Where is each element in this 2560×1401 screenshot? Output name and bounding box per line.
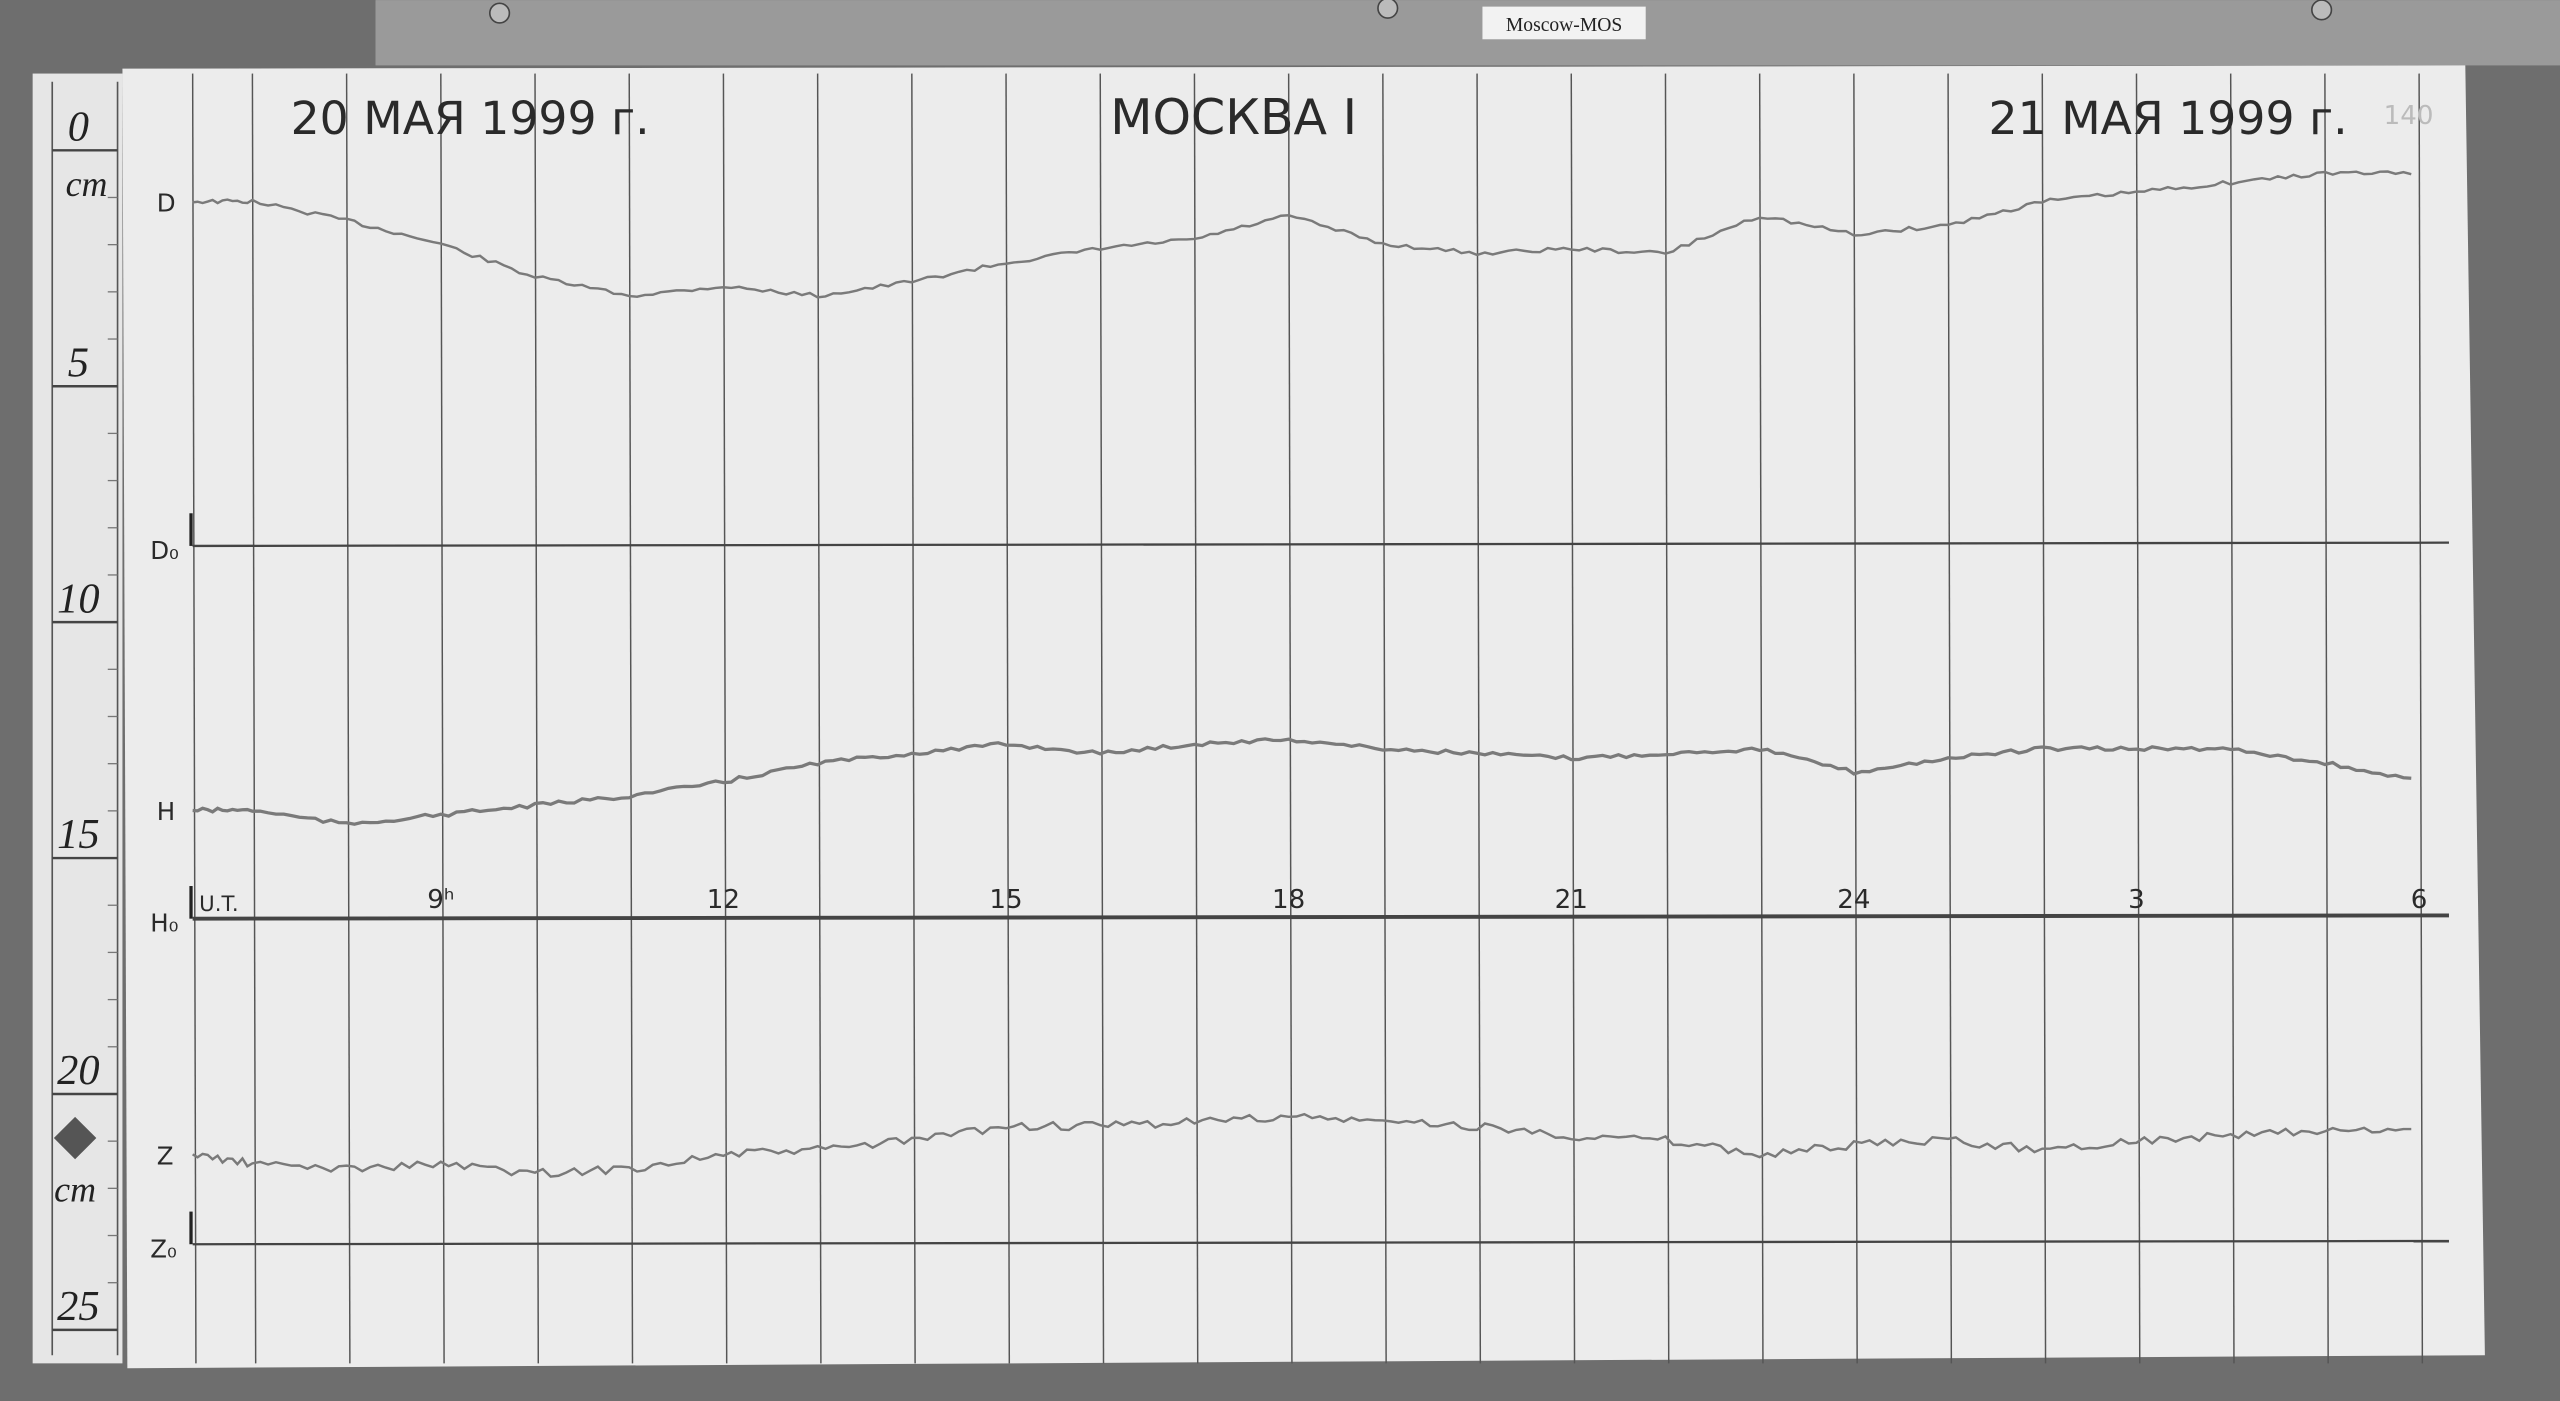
baseline-label: D₀ [150,536,179,565]
grid-line [2418,73,2424,1364]
grid-line [440,73,445,1364]
grid-line [2135,73,2141,1364]
grid-line [1947,73,1953,1364]
grid-line [345,73,351,1364]
grid-line [1099,73,1105,1364]
screw-icon [488,2,511,24]
grid-line [1570,73,1576,1364]
station-tag [1482,6,1646,40]
grid-line [1664,73,1670,1364]
x-tick-label: 6 [2411,885,2428,915]
screw-icon [2311,0,2333,21]
ruler-tick-label: 25 [57,1283,99,1330]
ruler-tick-label: 5 [68,339,89,386]
trace-H [192,737,2412,826]
trace-label: H [157,797,175,826]
ruler-tick-label: 15 [57,811,99,858]
grid-line [1005,73,1011,1364]
trace-Z [192,1112,2412,1178]
x-tick-label: 15 [989,885,1022,915]
baselines: D₀ H₀ Z₀ [150,513,2449,1263]
trace-label: D [157,188,176,217]
station-tag-text: Moscow-MOS [1506,15,1622,36]
grid-line [628,73,634,1364]
trace-D [192,170,2412,299]
grid-line [251,73,257,1364]
grid-line [1476,73,1482,1364]
ruler-tick-label: 20 [57,1047,99,1094]
x-tick-label: 12 [707,885,740,915]
sheet-number: 140 [2384,101,2434,131]
grid-line [1853,73,1858,1364]
trace-label: Z [157,1141,174,1170]
date-right: 21 МАЯ 1999 г. [1989,92,2348,145]
screw-icon [1377,0,1399,19]
x-axis-label: U.T. [199,892,238,917]
x-tick-label: 21 [1555,885,1588,915]
grid-line [191,73,197,1364]
plastic-cover [375,0,2560,66]
chart-paper [122,65,2485,1369]
grid-line [1382,73,1387,1364]
ruler-tick-label: 10 [57,575,99,622]
baseline-D₀ [192,541,2449,548]
ruler-ticks: 0 5 10 15 20 25 [52,104,118,1332]
x-tick-labels: 9ʰ 12 15 18 21 24 3 6 [427,885,2427,915]
grid-line [1287,73,1293,1364]
x-tick-label: 3 [2128,885,2145,915]
grid-line [1193,73,1199,1364]
ruler-unit: cm [66,164,108,204]
x-tick-label: 9ʰ [427,885,454,915]
traces: D H Z [157,170,2412,1178]
ruler-unit-lower: cm [54,1170,96,1210]
grid-line [911,73,916,1364]
grid-line [534,73,540,1364]
grid-line [2324,73,2329,1364]
grid-line [1758,73,1764,1364]
x-tick-label: 18 [1272,885,1305,915]
baseline-label: Z₀ [150,1234,177,1263]
ruler-tick-label: 0 [68,104,89,151]
x-tick-label: 24 [1837,885,1870,915]
baseline-label: H₀ [150,909,178,938]
baseline-Z₀ [192,1239,2449,1246]
baseline-H₀ [192,913,2449,921]
date-left: 20 МАЯ 1999 г. [291,92,650,145]
grid-line [2229,73,2235,1364]
station-title: МОСКВА I [1110,89,1357,146]
